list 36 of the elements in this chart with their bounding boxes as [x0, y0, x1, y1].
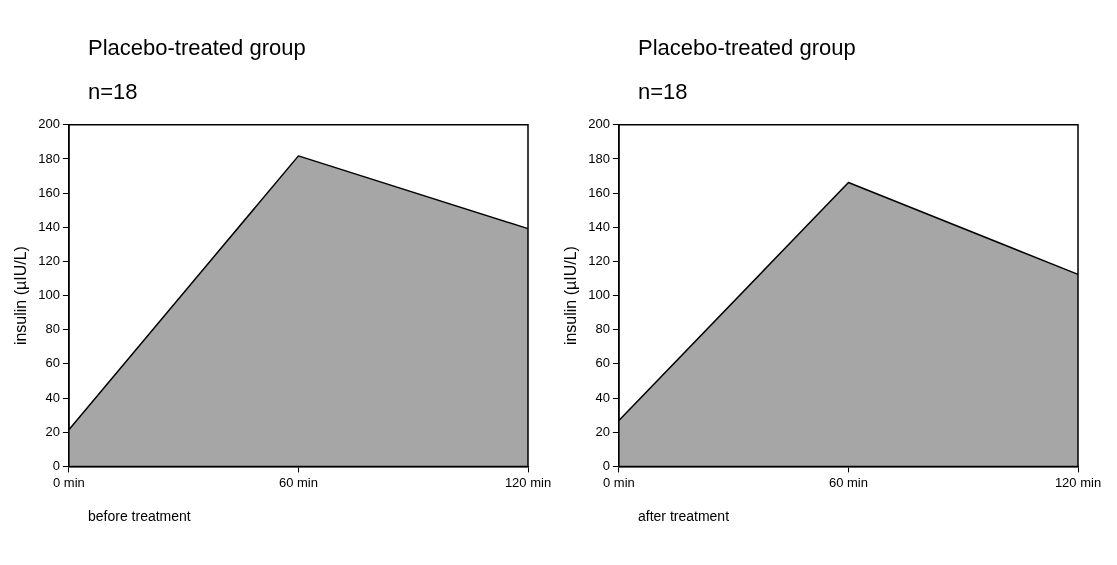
y-tick-label: 40 [45, 389, 60, 405]
y-tick-label: 40 [595, 389, 610, 405]
y-tick-label: 80 [595, 321, 610, 337]
text: after treatment [637, 508, 731, 524]
y-tick-label: 60 [595, 355, 610, 371]
y-tick-label: 180 [38, 150, 60, 166]
y-tick-label: 100 [38, 287, 60, 303]
y-tick-label: 100 [588, 287, 610, 303]
y-tick-label: 140 [588, 218, 610, 234]
y-tick-label: 120 [588, 253, 610, 269]
y-axis-title: insulin (µIU/L) [12, 246, 30, 346]
y-tick-label: 120 [38, 253, 60, 269]
x-tick-label: 60 min [828, 474, 868, 490]
text: before treatment [87, 508, 192, 524]
chart-title: Placebo-treated group [87, 34, 307, 62]
y-tick-label: 0 [52, 457, 60, 473]
x-tick-label: 120 min [1054, 474, 1102, 490]
y-tick-label: 180 [588, 150, 610, 166]
x-tick-label: 0 min [602, 474, 635, 490]
x-tick-label: 120 min [504, 474, 552, 490]
chart-subtitle: n=18 [87, 78, 139, 106]
y-tick-label: 60 [45, 355, 60, 371]
chart-subtitle: n=18 [637, 78, 689, 106]
y-axis-title: insulin (µIU/L) [562, 246, 580, 346]
y-tick-label: 200 [588, 116, 610, 132]
y-tick-label: 200 [38, 116, 60, 132]
y-tick-label: 160 [38, 184, 60, 200]
y-tick-label: 20 [45, 423, 60, 439]
x-tick-label: 60 min [278, 474, 318, 490]
y-tick-label: 160 [588, 184, 610, 200]
y-tick-label: 0 [602, 457, 610, 473]
x-tick-label: 0 min [52, 474, 85, 490]
chart-title: Placebo-treated group [637, 34, 857, 62]
y-tick-label: 80 [45, 321, 60, 337]
y-tick-label: 20 [595, 423, 610, 439]
y-tick-label: 140 [38, 218, 60, 234]
